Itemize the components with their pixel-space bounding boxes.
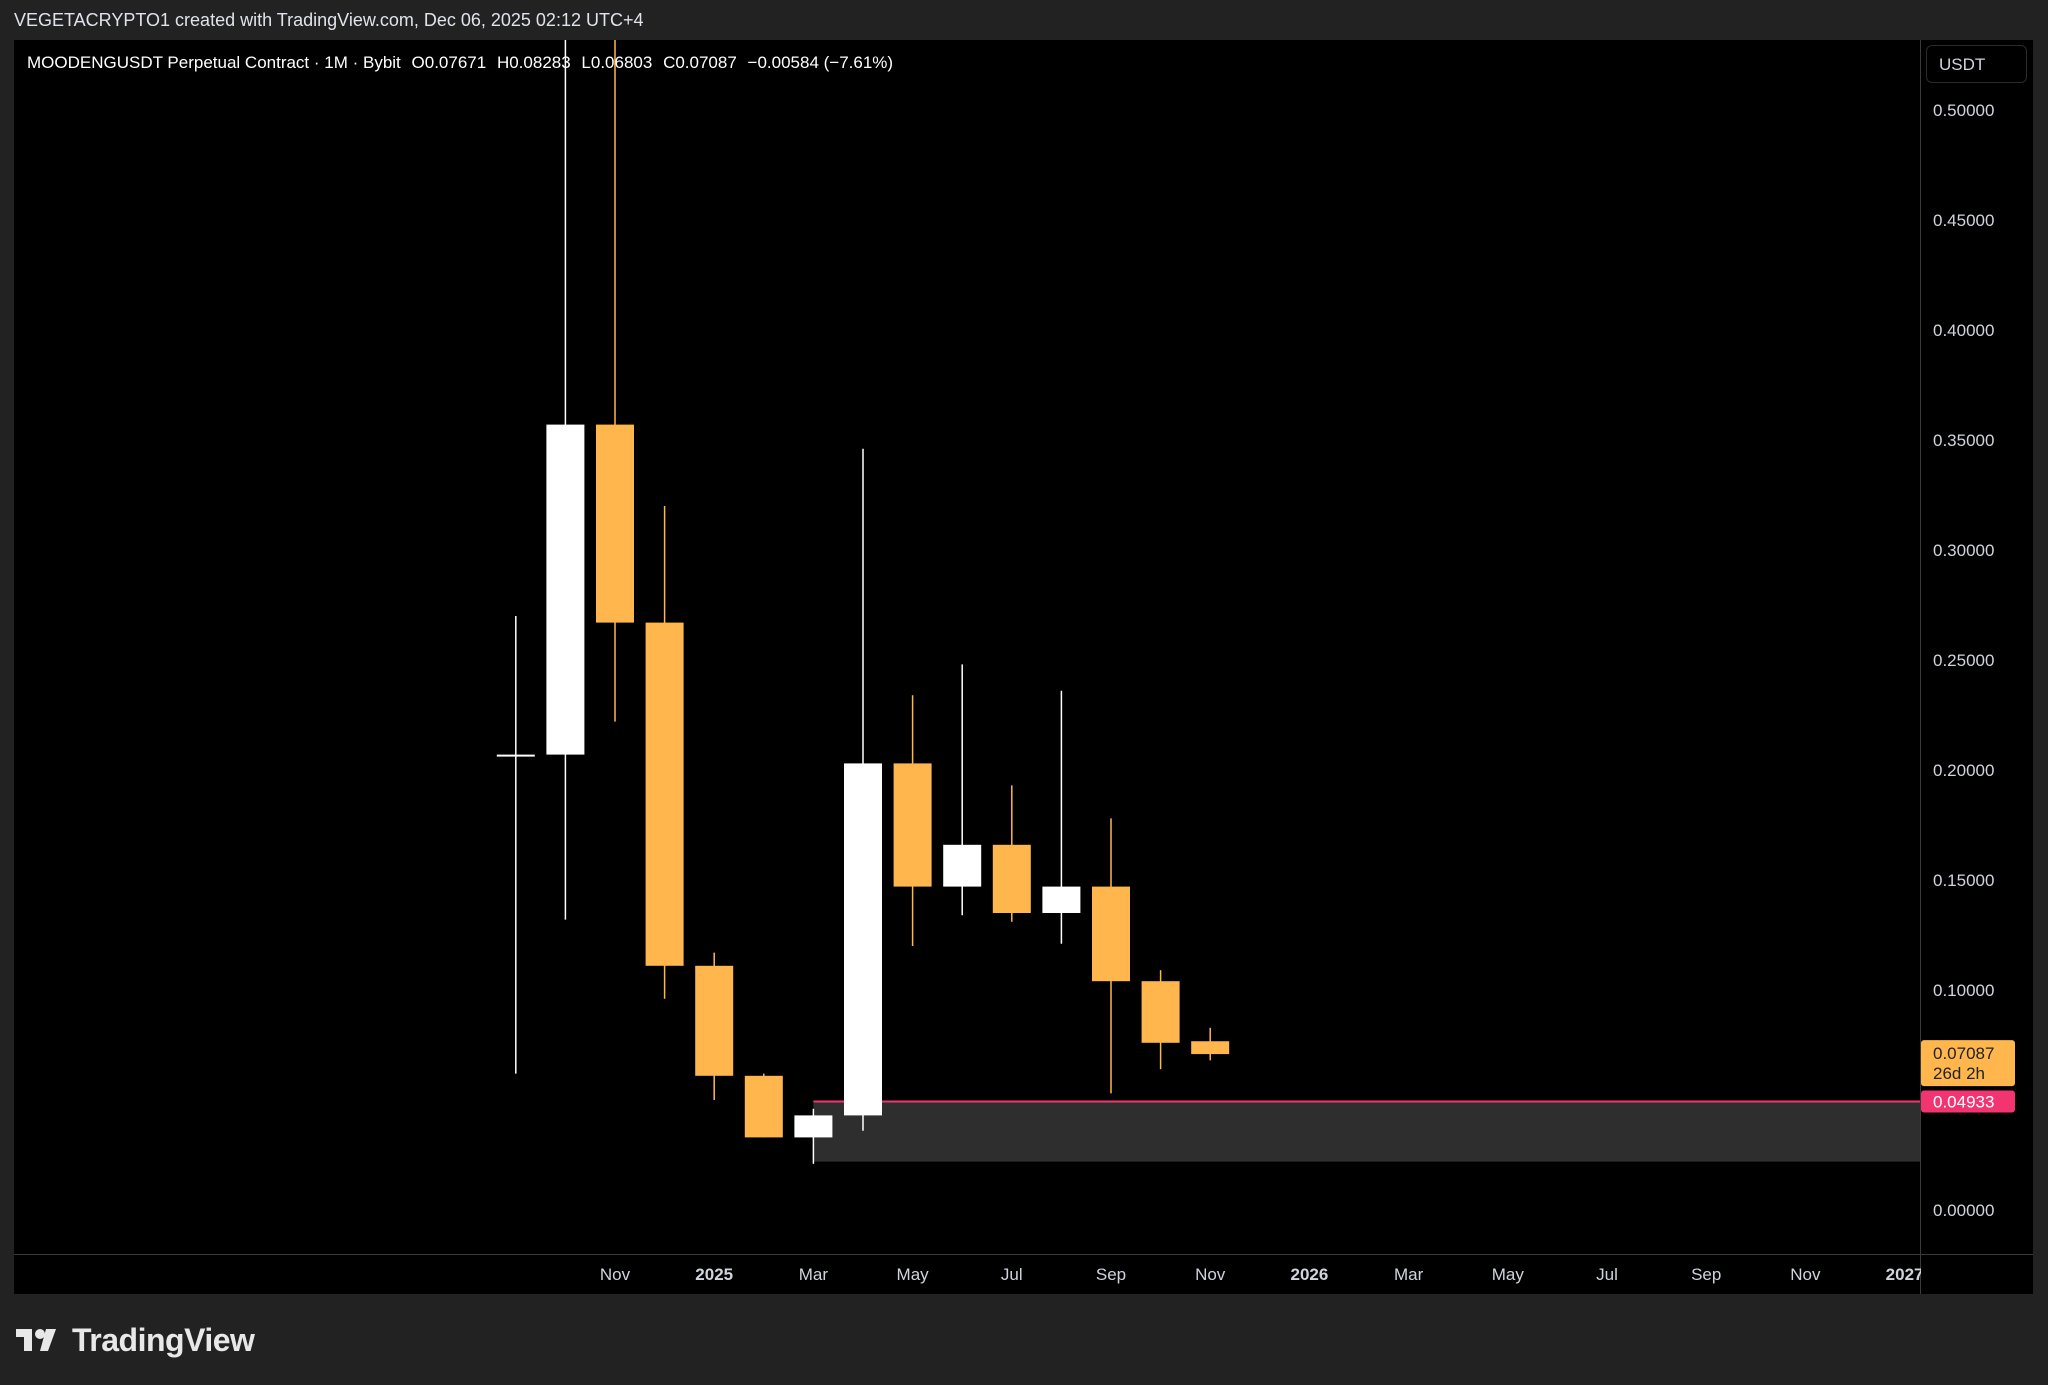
x-tick-label: Mar: [799, 1265, 829, 1284]
legend-close: C0.07087: [663, 53, 737, 72]
y-tick-label: 0.45000: [1933, 211, 1994, 230]
candle-body[interactable]: [1042, 886, 1081, 913]
candle-body[interactable]: [1141, 981, 1180, 1043]
candle-body[interactable]: [893, 763, 932, 887]
y-tick-label: 0.35000: [1933, 431, 1994, 450]
bar-countdown-label: 26d 2h: [1933, 1064, 1985, 1083]
currency-unit-button[interactable]: USDT: [1926, 45, 2027, 83]
candle-body[interactable]: [1191, 1041, 1230, 1055]
candle-body[interactable]: [695, 965, 734, 1076]
x-tick-label: 2025: [695, 1265, 733, 1284]
candle-body[interactable]: [1092, 886, 1130, 982]
x-tick-label: May: [897, 1265, 930, 1284]
x-tick-label: Jul: [1001, 1265, 1023, 1284]
y-tick-label: 0.50000: [1933, 101, 1994, 120]
candle-body[interactable]: [596, 424, 634, 623]
price-axis-corner: [1921, 1255, 2033, 1294]
legend-change: −0.00584 (−7.61%): [747, 53, 894, 72]
x-tick-label: Nov: [1790, 1265, 1821, 1284]
candle-body[interactable]: [844, 763, 882, 1116]
tradingview-logo: TradingView: [16, 1320, 255, 1360]
x-tick-label: Nov: [1195, 1265, 1226, 1284]
demand-zone: [813, 1101, 1920, 1162]
x-tick-label: 2026: [1290, 1265, 1328, 1284]
symbol-legend: MOODENGUSDT Perpetual Contract · 1M · By…: [27, 53, 899, 73]
y-tick-label: 0.00000: [1933, 1201, 1994, 1220]
candle-body[interactable]: [943, 844, 982, 887]
brand-name: TradingView: [72, 1321, 255, 1358]
legend-symbol: MOODENGUSDT Perpetual Contract · 1M · By…: [27, 53, 401, 72]
support-price-tag: [1921, 1090, 2015, 1113]
x-tick-label: 2027: [1886, 1265, 1924, 1284]
chart-caption: VEGETACRYPTO1 created with TradingView.c…: [14, 10, 644, 30]
candle-body[interactable]: [496, 754, 535, 757]
x-tick-label: May: [1492, 1265, 1525, 1284]
chart-pane[interactable]: 0.000000.050000.100000.150000.200000.250…: [14, 40, 2033, 1294]
candle-body[interactable]: [992, 844, 1031, 913]
legend-low: L0.06803: [581, 53, 653, 72]
support-price-label: 0.04933: [1933, 1092, 1994, 1111]
x-tick-label: Jul: [1596, 1265, 1618, 1284]
y-tick-label: 0.25000: [1933, 651, 1994, 670]
tradingview-logo-icon: [16, 1329, 56, 1351]
candle-body[interactable]: [645, 622, 684, 966]
candle-body[interactable]: [546, 424, 585, 755]
x-tick-label: Sep: [1096, 1265, 1126, 1284]
candle-body[interactable]: [744, 1075, 783, 1138]
candlestick-chart[interactable]: 0.000000.050000.100000.150000.200000.250…: [14, 40, 2033, 1294]
legend-open: O0.07671: [411, 53, 487, 72]
x-tick-label: Mar: [1394, 1265, 1424, 1284]
x-tick-label: Nov: [600, 1265, 631, 1284]
last-price-tag: [1921, 1040, 2015, 1087]
last-price-label: 0.07087: [1933, 1044, 1994, 1063]
y-tick-label: 0.40000: [1933, 321, 1994, 340]
y-tick-label: 0.15000: [1933, 871, 1994, 890]
legend-high: H0.08283: [496, 53, 571, 72]
y-tick-label: 0.30000: [1933, 541, 1994, 560]
x-tick-label: Sep: [1691, 1265, 1721, 1284]
y-tick-label: 0.20000: [1933, 761, 1994, 780]
y-tick-label: 0.10000: [1933, 981, 1994, 1000]
candle-body[interactable]: [794, 1115, 833, 1138]
